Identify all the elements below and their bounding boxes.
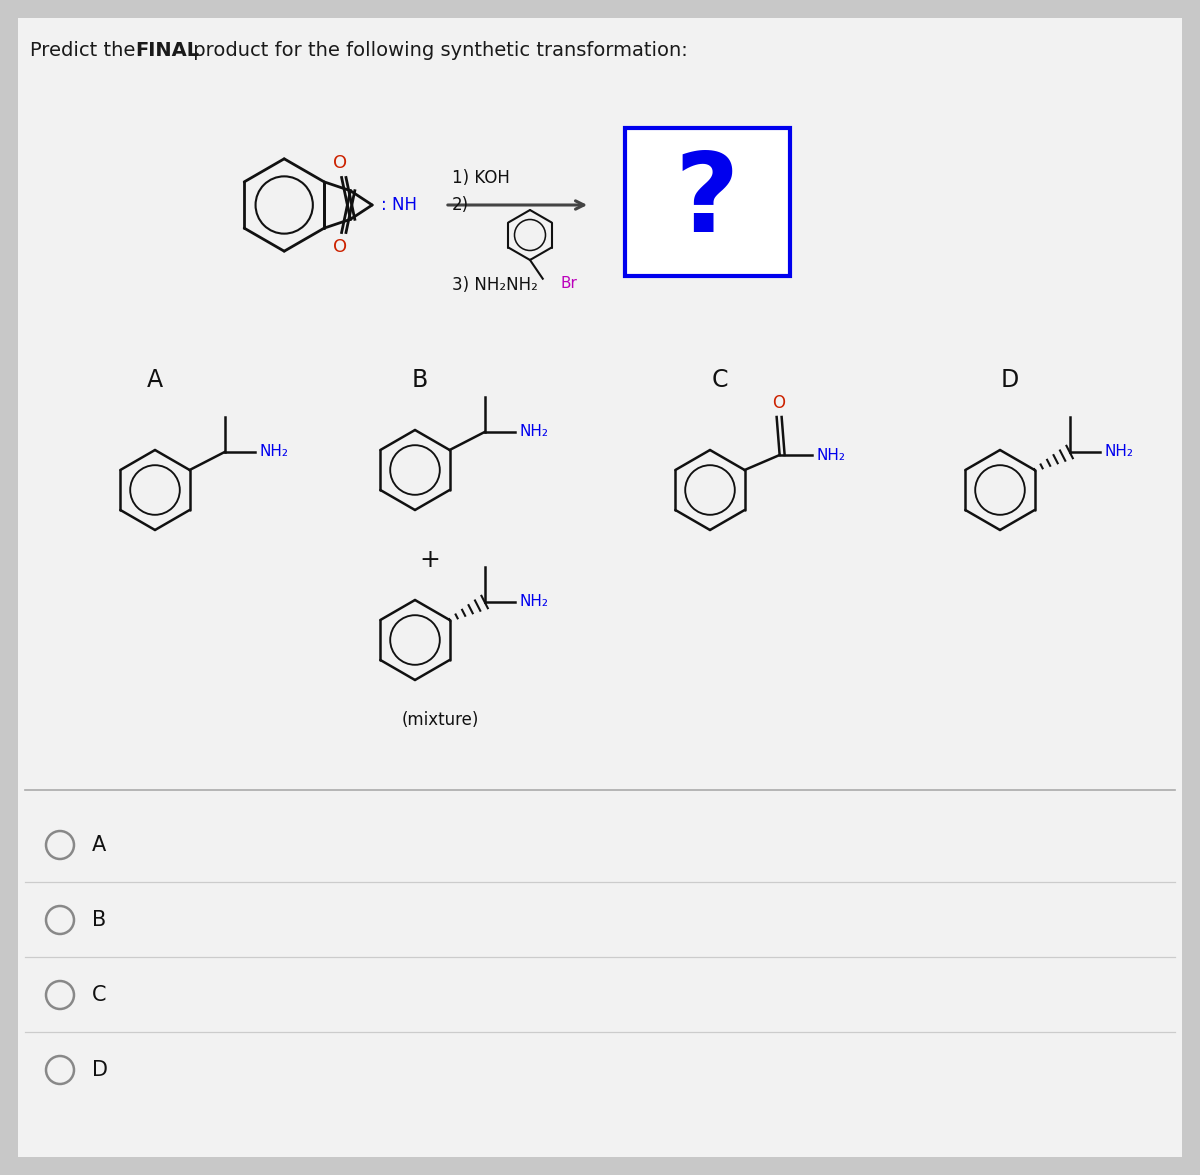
Text: O: O: [332, 237, 347, 255]
FancyBboxPatch shape: [18, 18, 1182, 1157]
Text: (mixture): (mixture): [401, 711, 479, 728]
Text: product for the following synthetic transformation:: product for the following synthetic tran…: [187, 40, 688, 60]
Text: C: C: [92, 985, 107, 1005]
Text: O: O: [332, 154, 347, 173]
Text: NH₂: NH₂: [817, 448, 846, 463]
Text: NH₂: NH₂: [520, 424, 548, 439]
Text: Predict the: Predict the: [30, 40, 142, 60]
Text: O: O: [772, 394, 785, 412]
Text: NH₂: NH₂: [520, 595, 548, 610]
Text: FINAL: FINAL: [134, 40, 199, 60]
Text: 3) NH₂NH₂: 3) NH₂NH₂: [452, 276, 538, 294]
Text: 1) KOH: 1) KOH: [452, 169, 510, 187]
Text: ?: ?: [674, 148, 739, 255]
Text: D: D: [92, 1060, 108, 1080]
Text: 2): 2): [452, 196, 469, 214]
Text: +: +: [420, 548, 440, 572]
Text: B: B: [92, 909, 107, 929]
FancyBboxPatch shape: [625, 128, 790, 276]
Text: B: B: [412, 368, 428, 392]
Text: : NH: : NH: [382, 196, 418, 214]
Text: A: A: [146, 368, 163, 392]
Text: NH₂: NH₂: [1105, 444, 1134, 459]
Text: NH₂: NH₂: [259, 444, 289, 459]
Text: D: D: [1001, 368, 1019, 392]
Text: A: A: [92, 835, 107, 855]
Text: C: C: [712, 368, 728, 392]
Text: Br: Br: [560, 276, 577, 291]
